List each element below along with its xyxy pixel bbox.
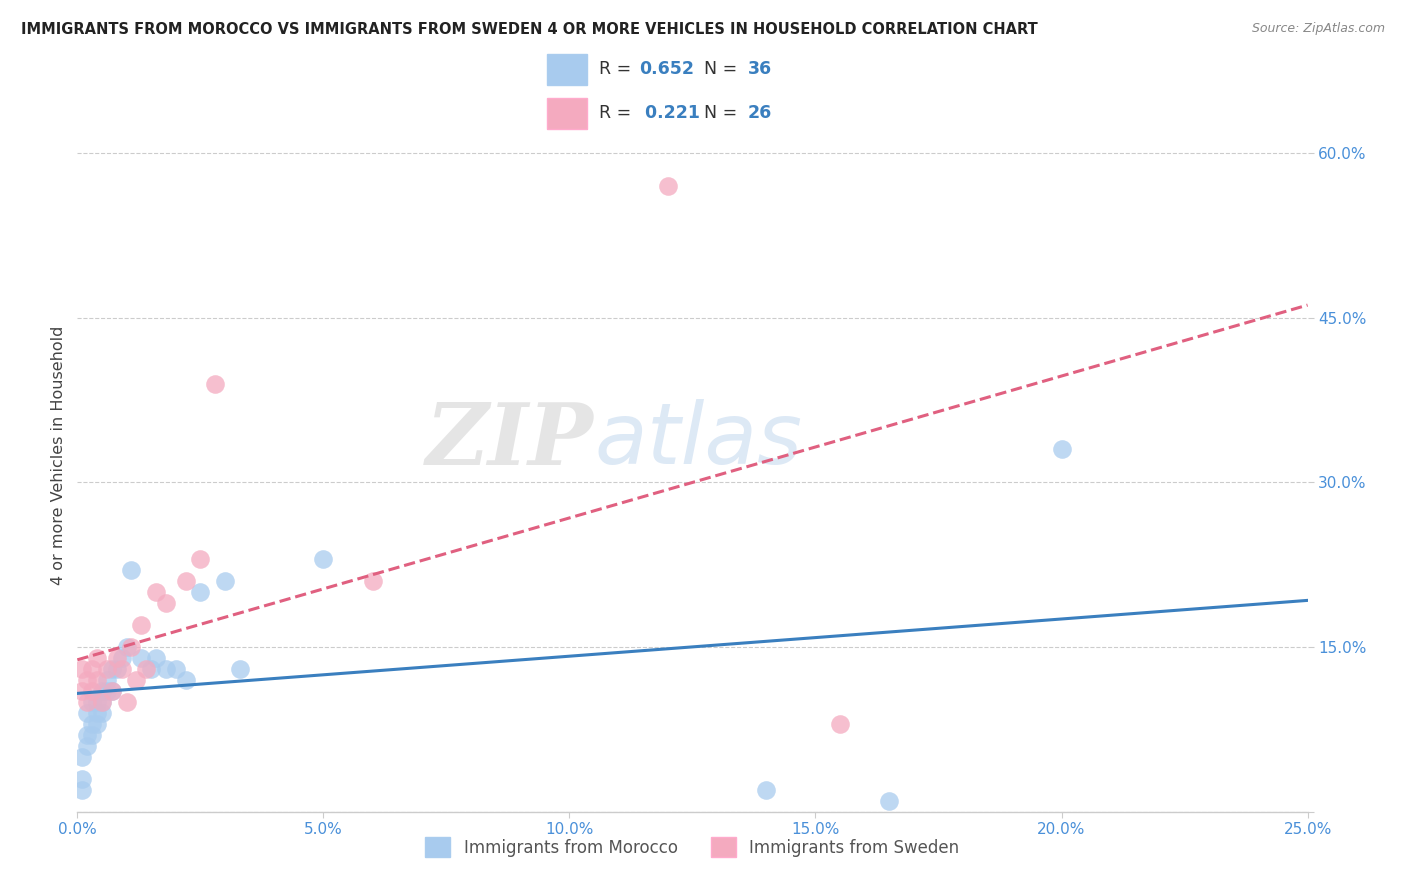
Point bbox=[76, 728, 98, 742]
Legend: Immigrants from Morocco, Immigrants from Sweden: Immigrants from Morocco, Immigrants from… bbox=[419, 830, 966, 864]
FancyBboxPatch shape bbox=[547, 98, 586, 129]
Point bbox=[115, 695, 138, 709]
Text: IMMIGRANTS FROM MOROCCO VS IMMIGRANTS FROM SWEDEN 4 OR MORE VEHICLES IN HOUSEHOL: IMMIGRANTS FROM MOROCCO VS IMMIGRANTS FR… bbox=[21, 22, 1038, 37]
Point bbox=[174, 574, 197, 589]
Text: N =: N = bbox=[704, 104, 744, 122]
Point bbox=[361, 574, 384, 589]
Point bbox=[96, 673, 118, 687]
Point bbox=[129, 651, 153, 665]
Point bbox=[90, 706, 114, 720]
Point bbox=[1050, 442, 1073, 457]
Point bbox=[165, 662, 187, 676]
Point bbox=[96, 662, 118, 676]
Point bbox=[111, 662, 132, 676]
Point bbox=[90, 684, 114, 698]
Point bbox=[82, 695, 104, 709]
Text: atlas: atlas bbox=[595, 399, 801, 483]
Point bbox=[90, 695, 114, 709]
Point bbox=[76, 739, 98, 753]
Text: 0.652: 0.652 bbox=[640, 60, 695, 78]
FancyBboxPatch shape bbox=[547, 54, 586, 85]
Text: 36: 36 bbox=[748, 60, 772, 78]
Point bbox=[755, 782, 778, 797]
Point bbox=[101, 684, 124, 698]
Point bbox=[76, 695, 98, 709]
Point bbox=[90, 695, 114, 709]
Point bbox=[115, 640, 138, 654]
Point bbox=[174, 673, 197, 687]
Text: 26: 26 bbox=[748, 104, 772, 122]
Point bbox=[86, 706, 108, 720]
Point bbox=[145, 651, 167, 665]
Text: ZIP: ZIP bbox=[426, 399, 595, 483]
Point bbox=[82, 662, 104, 676]
Point bbox=[879, 794, 901, 808]
Point bbox=[155, 662, 177, 676]
Point bbox=[70, 684, 93, 698]
Point bbox=[86, 695, 108, 709]
Point bbox=[111, 651, 132, 665]
Point bbox=[188, 552, 212, 566]
Point bbox=[82, 717, 104, 731]
Y-axis label: 4 or more Vehicles in Household: 4 or more Vehicles in Household bbox=[51, 326, 66, 584]
Point bbox=[76, 706, 98, 720]
Point bbox=[70, 662, 93, 676]
Point bbox=[96, 684, 118, 698]
Point bbox=[312, 552, 335, 566]
Point bbox=[86, 673, 108, 687]
Point bbox=[82, 684, 104, 698]
Point bbox=[70, 772, 93, 786]
Point bbox=[155, 596, 177, 610]
Point bbox=[188, 585, 212, 599]
Point bbox=[135, 662, 157, 676]
Point bbox=[105, 651, 128, 665]
Point bbox=[830, 717, 852, 731]
Point bbox=[214, 574, 236, 589]
Text: R =: R = bbox=[599, 104, 637, 122]
Point bbox=[228, 662, 252, 676]
Text: 0.221: 0.221 bbox=[640, 104, 700, 122]
Point bbox=[141, 662, 163, 676]
Point bbox=[129, 618, 153, 632]
Point bbox=[121, 563, 143, 577]
Point bbox=[204, 376, 226, 391]
Text: N =: N = bbox=[704, 60, 744, 78]
Point bbox=[70, 749, 93, 764]
Point bbox=[657, 178, 679, 193]
Point bbox=[76, 673, 98, 687]
Text: R =: R = bbox=[599, 60, 637, 78]
Point bbox=[121, 640, 143, 654]
Text: Source: ZipAtlas.com: Source: ZipAtlas.com bbox=[1251, 22, 1385, 36]
Point bbox=[101, 662, 124, 676]
Point bbox=[82, 728, 104, 742]
Point bbox=[86, 717, 108, 731]
Point bbox=[145, 585, 167, 599]
Point bbox=[86, 651, 108, 665]
Point bbox=[105, 662, 128, 676]
Point bbox=[101, 684, 124, 698]
Point bbox=[125, 673, 148, 687]
Point bbox=[70, 782, 93, 797]
